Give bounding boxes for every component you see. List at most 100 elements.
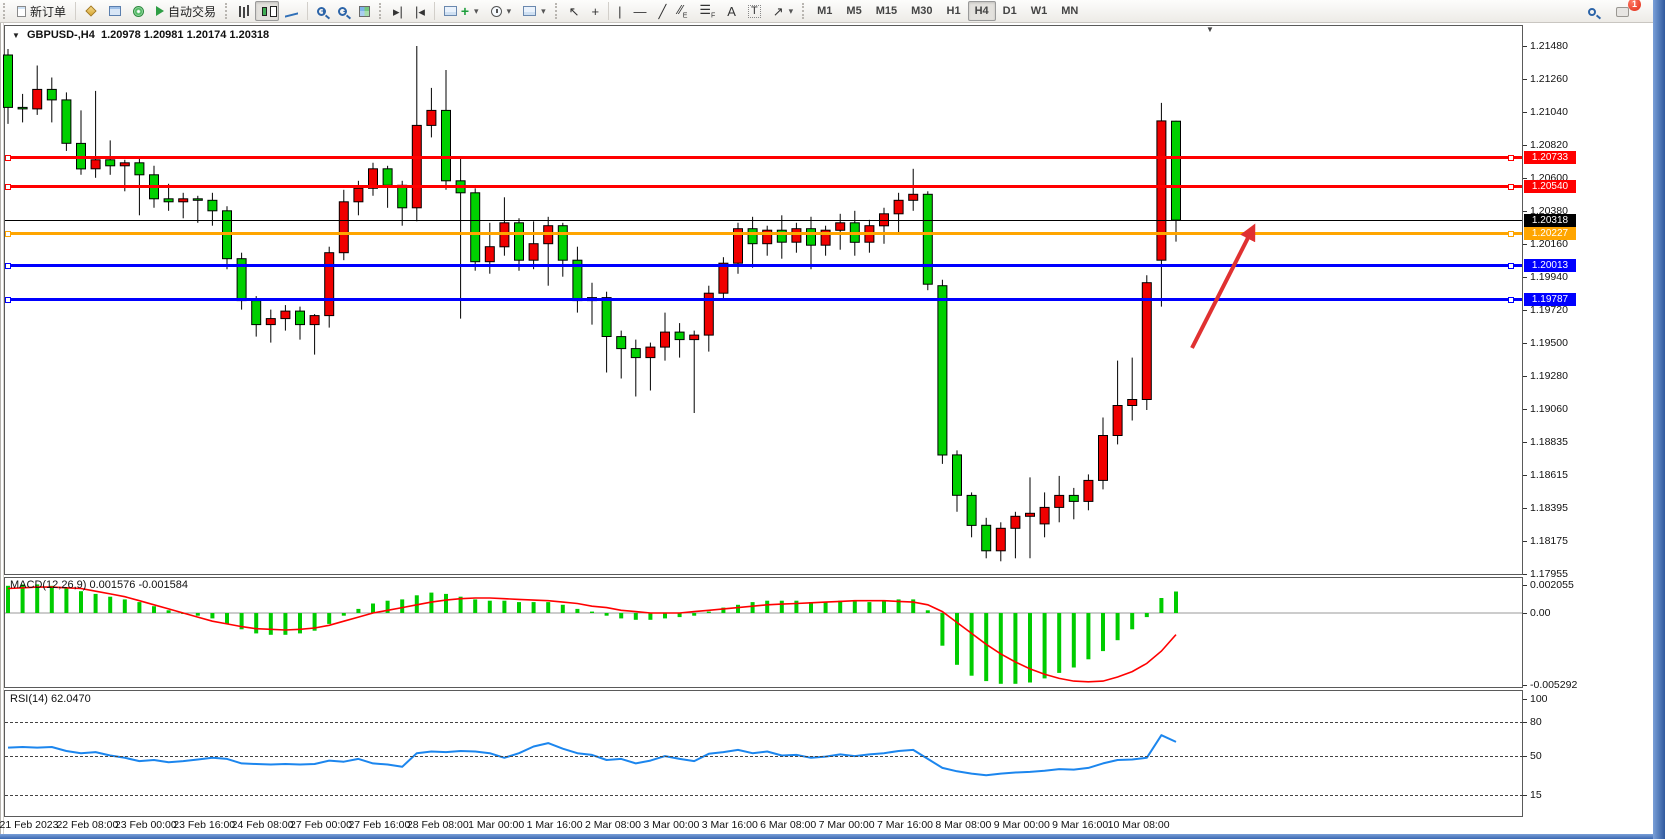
signals-button[interactable] [127,1,150,21]
line-price-tag: 1.20733 [1524,151,1576,165]
chart-title: ▼ GBPUSD-,H4 1.20978 1.20981 1.20174 1.2… [12,29,269,41]
chevron-down-icon: ▾ [541,5,546,16]
timeframe-button-M15[interactable]: M15 [875,5,898,17]
autotrading-icon [156,6,165,16]
channel-button[interactable]: ⁄⁄E [672,1,693,21]
chart-shift-button[interactable]: |◂ [409,1,431,21]
time-axis-label: 10 Mar 08:00 [1107,819,1170,831]
toolbar-separator [307,2,309,20]
notifications-button[interactable]: 1 [1610,0,1641,22]
periods-button[interactable]: ▾ [485,1,518,21]
new-order-icon [17,5,26,17]
line-chart-icon [285,4,299,18]
trendline-button[interactable]: ╱ [653,1,673,21]
new-order-label: 新订单 [30,4,67,19]
timeframe-button-H1[interactable]: H1 [946,5,961,17]
toolbar-drag-handle[interactable] [802,3,807,19]
text-button[interactable]: A [721,1,742,21]
macd-panel[interactable] [4,577,1523,688]
indicators-button[interactable]: + ▾ [438,1,485,21]
line-handle[interactable] [1508,262,1514,269]
horizontal-line-button[interactable]: — [628,1,653,21]
rsi-panel[interactable] [4,690,1523,817]
price-axis-tick: 1.20160 [1530,237,1568,250]
crosshair-button[interactable]: + [586,1,606,21]
price-axis-tick: 1.19500 [1530,336,1568,349]
search-button[interactable] [1582,2,1602,22]
chart-shift-marker[interactable]: ▼ [1206,25,1214,34]
time-axis-label: 6 Mar 08:00 [760,819,817,831]
line-handle[interactable] [5,183,11,190]
macd-signal-value: -0.001584 [138,579,188,591]
new-order-button[interactable]: 新订单 [11,1,72,21]
chart-candles-button[interactable] [255,1,280,21]
time-axis-label: 23 Feb 00:00 [114,819,177,831]
time-axis-label: 22 Feb 08:00 [56,819,119,831]
autoscroll-icon: ▸| [393,3,403,19]
horizontal-line-object[interactable] [5,156,1522,160]
toolbar-drag-handle[interactable] [3,3,8,19]
cursor-icon: ↖ [568,3,580,19]
timeframe-button-M5[interactable]: M5 [846,5,862,17]
macd-axis-tick: -0.005292 [1530,679,1578,692]
line-price-tag: 1.19787 [1524,293,1576,307]
chevron-down-icon: ▾ [474,5,479,16]
time-axis-label: 9 Mar 16:00 [1052,819,1109,831]
timeframe-button-M30[interactable]: M30 [911,5,933,17]
arrows-button[interactable]: ↗ ▾ [767,1,799,21]
toolbar-drag-handle[interactable] [379,3,384,19]
fibonacci-icon: ☰F [699,1,716,20]
fibonacci-button[interactable]: ☰F [693,1,721,21]
timeframe-button-D1[interactable]: D1 [1002,5,1017,17]
line-handle[interactable] [1508,296,1514,303]
horizontal-line-object[interactable] [5,264,1522,268]
current-price-line[interactable] [5,219,1522,221]
macd-name: MACD(12,26,9) [10,579,87,591]
line-handle[interactable] [5,154,11,161]
autoscroll-button[interactable]: ▸| [387,1,409,21]
templates-button[interactable]: ▾ [517,1,552,21]
data-window-button[interactable] [103,1,127,21]
horizontal-line-object[interactable] [5,185,1522,189]
price-axis-tick: 1.19940 [1530,270,1568,283]
toolbar-drag-handle[interactable] [225,3,230,19]
chart-line-button[interactable] [279,1,304,21]
indicators-icon [443,6,457,16]
price-axis-tick: 1.18835 [1530,436,1568,449]
timeframe-button-H4[interactable]: H4 [967,1,996,21]
toolbar-drag-handle[interactable] [554,3,560,19]
timeframe-button-MN[interactable]: MN [1061,5,1079,17]
line-handle[interactable] [1508,230,1514,237]
horizontal-line-object[interactable] [5,298,1522,302]
chart-menu-icon[interactable]: ▼ [12,31,20,40]
text-label-button[interactable]: T [742,1,767,21]
line-handle[interactable] [5,262,11,269]
zoom-in-button[interactable] [311,1,332,21]
time-axis-label: 28 Feb 08:00 [406,819,469,831]
tile-windows-button[interactable] [353,1,376,21]
toolbar-right-group: 1 [1582,0,1641,23]
window-right-edge [1653,0,1665,839]
market-watch-button[interactable] [79,1,103,21]
template-icon [523,6,537,16]
price-axis-tick: 1.18615 [1530,469,1568,482]
chart-bars-button[interactable] [233,1,255,21]
zoom-out-button[interactable] [332,1,353,21]
text-label-icon: T [747,4,761,18]
vertical-line-button[interactable]: | [612,1,627,21]
line-handle[interactable] [1508,154,1514,161]
time-axis-label: 24 Feb 08:00 [231,819,294,831]
rsi-level-line [5,795,1523,796]
time-axis-label: 7 Mar 00:00 [818,819,875,831]
timeframe-button-W1[interactable]: W1 [1030,5,1048,17]
line-handle[interactable] [1508,183,1514,190]
window-left-edge [0,23,4,839]
horizontal-line-object[interactable] [5,232,1522,236]
autotrading-button[interactable]: 自动交易 [150,1,222,21]
cursor-button[interactable]: ↖ [563,1,586,21]
line-handle[interactable] [5,296,11,303]
timeframe-button-M1[interactable]: M1 [817,5,833,17]
price-axis-tick: 1.19060 [1530,402,1568,415]
line-handle[interactable] [5,230,11,237]
